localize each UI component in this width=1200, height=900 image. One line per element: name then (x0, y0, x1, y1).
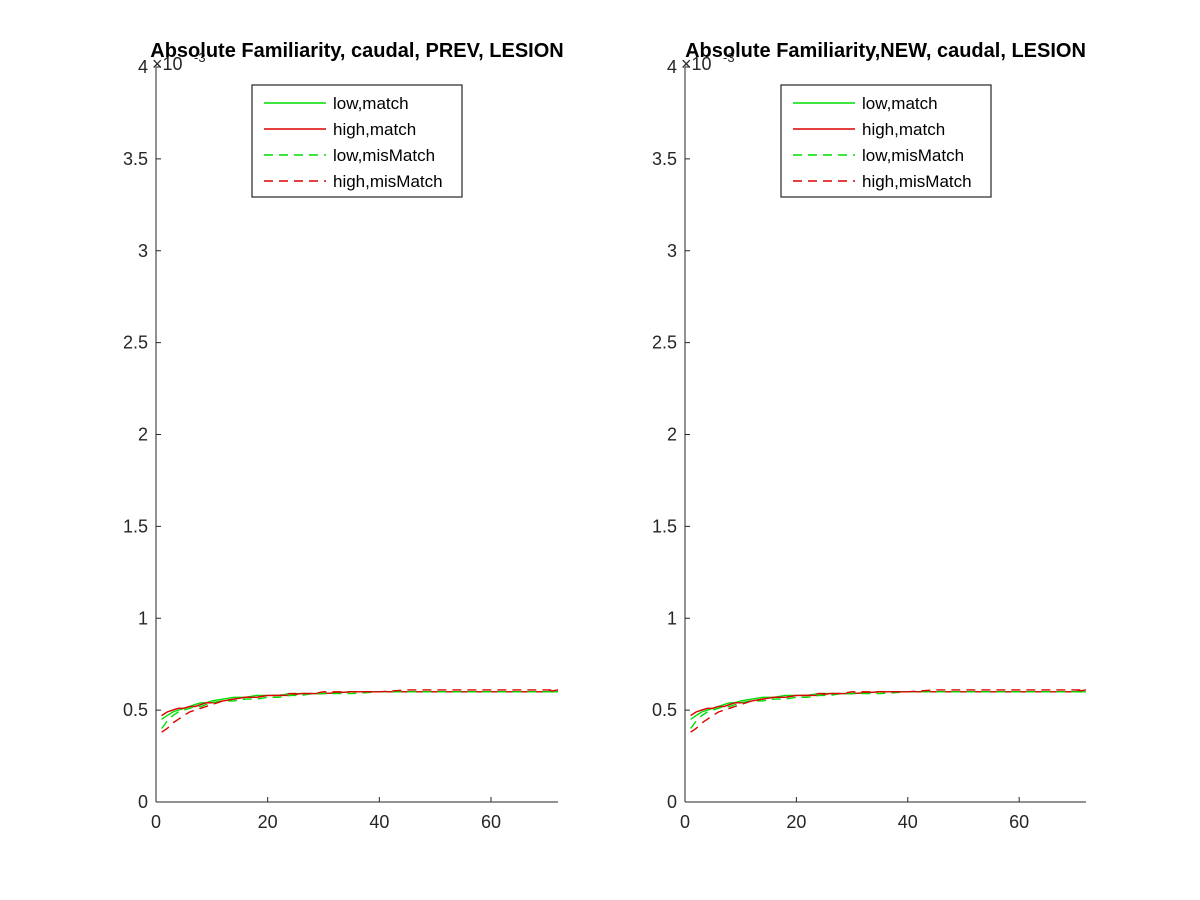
legend-entry-label: low,match (862, 94, 938, 113)
y-tick-label: 3.5 (123, 149, 148, 169)
exponent-power: -3 (723, 50, 735, 65)
legend: low,match high,match low,misMatch high,misM… (780, 84, 992, 198)
legend-entry-label: high,match (333, 120, 416, 139)
x-tick-label: 20 (786, 812, 806, 832)
y-tick-label: 1 (667, 608, 677, 628)
legend-box (251, 84, 463, 198)
legend-entry-label: low,misMatch (333, 146, 435, 165)
exponent-label: ×10 (152, 54, 183, 74)
legend-entry-label: high,misMatch (862, 172, 972, 191)
x-tick-label: 20 (258, 812, 278, 832)
chart-title: Absolute Familiarity,NEW, caudal, LESION (685, 40, 1086, 62)
series-line-high-mismatch (161, 689, 558, 733)
x-tick-label: 40 (369, 812, 389, 832)
legend: low,match high,match low,misMatch high,misM… (251, 84, 463, 198)
y-tick-label: 0 (667, 792, 677, 812)
y-tick-label: 0 (138, 792, 148, 812)
y-tick-label: 1.5 (652, 516, 677, 536)
x-tick-label: 0 (151, 812, 161, 832)
y-tick-label: 4 (667, 57, 677, 77)
legend-entry-label: low,match (333, 94, 409, 113)
legend-entry-label: high,misMatch (333, 172, 443, 191)
y-tick-label: 2 (667, 425, 677, 445)
y-tick-label: 0.5 (652, 700, 677, 720)
y-tick-label: 1.5 (123, 516, 148, 536)
y-tick-label: 1 (138, 608, 148, 628)
x-tick-label: 40 (898, 812, 918, 832)
legend-entry-label: high,match (862, 120, 945, 139)
y-tick-label: 2.5 (652, 333, 677, 353)
legend-entry-label: low,misMatch (862, 146, 964, 165)
series-line-low-mismatch (690, 691, 1086, 729)
x-tick-label: 0 (680, 812, 690, 832)
x-tick-label: 60 (1009, 812, 1029, 832)
y-tick-label: 3 (667, 241, 677, 261)
y-tick-label: 3.5 (652, 149, 677, 169)
x-tick-label: 60 (481, 812, 501, 832)
y-tick-label: 0.5 (123, 700, 148, 720)
y-tick-label: 3 (138, 241, 148, 261)
series-line-high-mismatch (690, 689, 1086, 733)
y-tick-label: 2.5 (123, 333, 148, 353)
exponent-power: -3 (194, 50, 206, 65)
y-tick-label: 2 (138, 425, 148, 445)
y-tick-label: 4 (138, 57, 148, 77)
exponent-label: ×10 (681, 54, 712, 74)
series-line-low-mismatch (161, 691, 558, 729)
chart-title: Absolute Familiarity, caudal, PREV, LESI… (150, 40, 563, 62)
